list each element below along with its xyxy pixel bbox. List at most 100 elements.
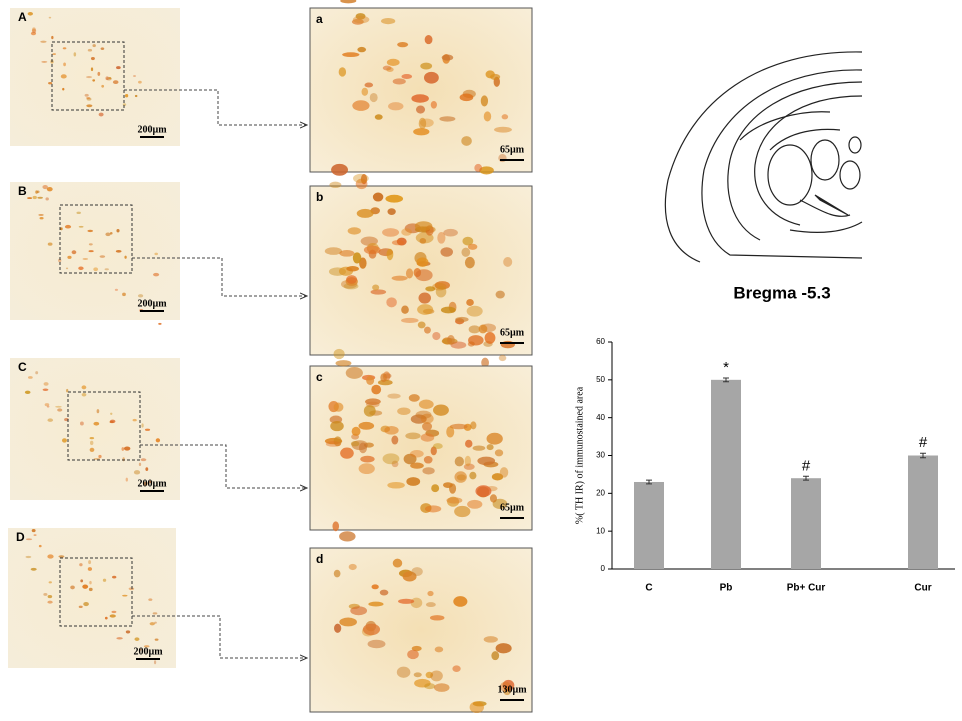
neuron: [365, 82, 374, 87]
neuron: [446, 497, 462, 503]
neuron: [122, 595, 127, 597]
neuron: [401, 74, 412, 79]
neuron: [133, 419, 137, 422]
neuron: [72, 250, 77, 254]
neuron: [424, 327, 431, 334]
neuron: [487, 433, 503, 445]
neuron: [99, 113, 104, 117]
y-tick-label: 40: [596, 413, 605, 422]
neuron: [415, 269, 432, 281]
scale-label: 200µm: [137, 478, 167, 489]
right-panel: a 65µm: [310, 0, 532, 174]
neuron: [426, 602, 436, 607]
neuron: [124, 447, 130, 451]
neuron: [477, 457, 495, 466]
neuron: [380, 590, 389, 596]
neuron: [387, 59, 400, 66]
neuron: [80, 579, 83, 582]
neuron: [416, 106, 425, 114]
neuron: [38, 214, 44, 216]
neuron: [80, 422, 84, 426]
neuron: [121, 447, 124, 451]
neuron: [66, 389, 68, 393]
neuron: [432, 283, 446, 291]
neuron: [385, 195, 403, 203]
neuron: [364, 405, 376, 417]
neuron: [74, 52, 77, 56]
neuron: [26, 556, 32, 558]
neuron: [88, 49, 92, 52]
neuron: [358, 422, 374, 430]
neuron: [32, 27, 36, 31]
neuron: [414, 672, 422, 677]
neuron: [27, 197, 32, 199]
neuron: [409, 394, 420, 402]
neuron: [112, 576, 116, 579]
neuron: [43, 388, 49, 390]
right-panel: b65µm: [310, 164, 532, 368]
scale-label: 65µm: [500, 144, 525, 155]
neuron: [432, 332, 440, 340]
neuron: [122, 293, 126, 296]
neuron: [420, 238, 427, 244]
neuron: [51, 36, 53, 39]
neuron: [499, 355, 507, 361]
neuron: [441, 307, 456, 314]
neuron: [420, 63, 432, 70]
neuron: [134, 637, 139, 641]
neuron: [154, 660, 156, 664]
neuron: [434, 683, 450, 692]
neuron: [357, 209, 374, 218]
scale-label: 65µm: [500, 327, 525, 338]
neuron: [37, 197, 43, 199]
scale-label: 65µm: [500, 502, 525, 513]
neuron: [91, 67, 93, 71]
neuron: [353, 16, 369, 23]
neuron: [125, 94, 128, 97]
neuron: [49, 17, 52, 19]
neuron: [391, 436, 398, 445]
x-tick-label: Cur: [914, 583, 931, 594]
neuron: [334, 349, 345, 359]
neuron: [124, 256, 126, 259]
x-tick-label: Pb+ Cur: [787, 583, 826, 594]
neuron: [158, 323, 161, 325]
neuron: [363, 624, 380, 636]
neuron: [419, 118, 427, 129]
neuron: [126, 630, 130, 633]
neuron: [349, 564, 357, 570]
neuron: [155, 638, 159, 640]
neuron: [47, 406, 50, 408]
neuron: [116, 229, 119, 232]
panel-label: a: [316, 12, 323, 26]
neuron: [433, 443, 443, 449]
neuron: [101, 47, 105, 50]
neuron: [79, 226, 84, 228]
neuron: [475, 485, 491, 497]
neuron: [67, 256, 71, 259]
neuron: [502, 114, 509, 119]
neuron: [406, 477, 420, 486]
neuron: [410, 463, 424, 469]
neuron: [470, 421, 476, 429]
neuron: [411, 94, 429, 102]
neuron: [47, 418, 53, 422]
neuron: [342, 52, 359, 57]
neuron: [348, 227, 361, 234]
neuron: [397, 667, 411, 678]
neuron: [89, 581, 91, 585]
neuron: [153, 612, 158, 614]
neuron: [435, 646, 444, 652]
neuron: [122, 457, 124, 461]
neuron: [141, 458, 147, 461]
neuron: [460, 94, 474, 102]
neuron: [461, 248, 470, 257]
neuron: [109, 77, 112, 79]
neuron: [116, 250, 122, 253]
neuron: [82, 584, 88, 588]
neuron: [431, 484, 439, 492]
neuron: [76, 212, 80, 214]
neuron: [79, 563, 82, 566]
significance-mark: *: [723, 359, 729, 376]
neuron: [28, 12, 33, 16]
